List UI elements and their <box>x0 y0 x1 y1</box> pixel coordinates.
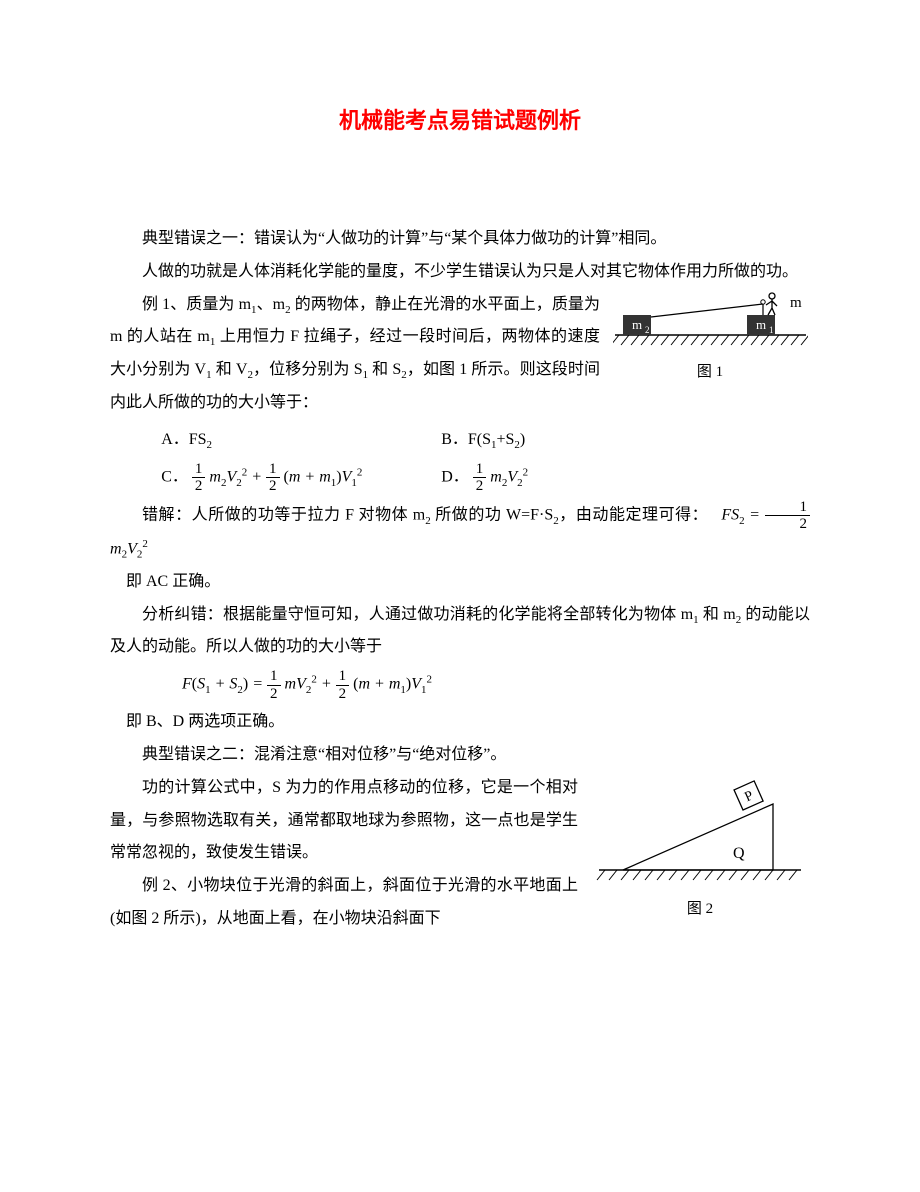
page-title: 机械能考点易错试题例析 <box>110 98 810 143</box>
paragraph-5: 即 AC 正确。 <box>110 566 810 599</box>
choice-a: A．FS2 <box>161 424 441 457</box>
person-icon <box>766 293 777 315</box>
svg-text:2: 2 <box>645 325 650 335</box>
figure-2: Q P 图 2 <box>590 778 810 925</box>
svg-text:P: P <box>743 788 756 805</box>
svg-text:m: m <box>790 295 802 311</box>
paragraph-8: 典型错误之二：混淆注意“相对位移”与“绝对位移”。 <box>110 739 810 772</box>
paragraph-7: 即 B、D 两选项正确。 <box>110 706 810 739</box>
choice-b: B．F(S1+S2) <box>441 424 641 457</box>
choices: A．FS2 B．F(S1+S2) C． 12 m2V22 + 12 (m + m… <box>161 424 810 495</box>
paragraph-2: 人做的功就是人体消耗化学能的量度，不少学生错误认为只是人对其它物体作用力所做的功… <box>110 256 810 289</box>
paragraph-6: 分析纠错：根据能量守恒可知，人通过做功消耗的化学能将全部转化为物体 m1 和 m… <box>110 599 810 665</box>
svg-text:m: m <box>755 317 765 332</box>
paragraph-1: 典型错误之一：错误认为“人做功的计算”与“某个具体力做功的计算”相同。 <box>110 223 810 256</box>
paragraph-4: 错解：人所做的功等于拉力 F 对物体 m2 所做的功 W=F·S2，由动能定理可… <box>110 499 810 566</box>
choice-d: D． 12 m2V22 <box>441 461 641 495</box>
svg-text:1: 1 <box>769 325 774 335</box>
figure-1: m 2 m 1 m 图 1 <box>610 291 810 388</box>
equation-1: F(S1 + S2) = 12 mV22 + 12 (m + m1)V12 <box>182 668 810 702</box>
svg-text:m: m <box>631 317 641 332</box>
choice-c: C． 12 m2V22 + 12 (m + m1)V12 <box>161 461 441 495</box>
svg-text:Q: Q <box>733 845 745 862</box>
figure-2-caption: 图 2 <box>590 894 810 925</box>
figure-1-caption: 图 1 <box>610 357 810 388</box>
